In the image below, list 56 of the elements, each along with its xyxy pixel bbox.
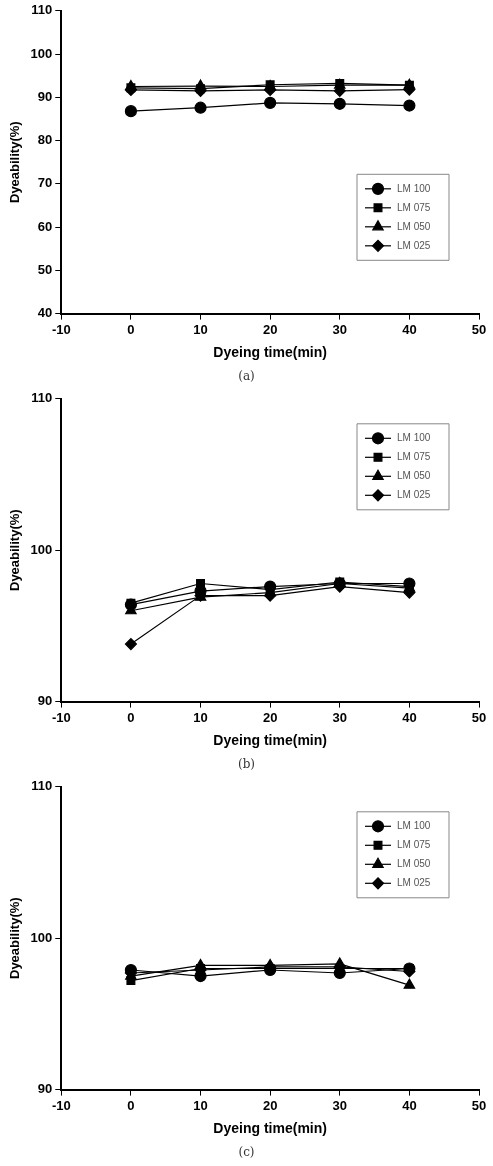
x-tick-label: 40 [402, 1097, 417, 1113]
x-axis-title: Dyeing time(min) [213, 732, 327, 749]
legend-label: LM 100 [397, 182, 431, 194]
legend-label: LM 050 [397, 858, 431, 870]
x-tick-label: 30 [332, 321, 347, 337]
text: (b) [236, 756, 256, 773]
x-tick-label: -10 [51, 1097, 71, 1113]
legend-label: LM 100 [397, 820, 431, 832]
x-tick-label: 30 [332, 709, 347, 725]
legend-label: LM 025 [397, 239, 431, 251]
y-tick-label: 110 [31, 2, 53, 18]
x-tick-label: 0 [127, 321, 135, 337]
y-tick-label: 100 [30, 541, 53, 557]
x-tick-label: 0 [127, 709, 135, 725]
legend-label: LM 075 [397, 839, 431, 851]
y-tick-label: 100 [30, 45, 53, 61]
x-axis-title: Dyeing time(min) [213, 344, 327, 361]
x-tick-label: 10 [193, 1097, 208, 1113]
legend-label: LM 025 [397, 489, 431, 501]
y-axis-title: Dyeability(%) [7, 121, 23, 204]
x-tick-label: -10 [51, 321, 71, 337]
y-tick-label: 90 [37, 693, 53, 709]
y-tick-label: 90 [37, 88, 53, 104]
legend-label: LM 050 [397, 220, 431, 232]
x-tick-label: 20 [262, 1097, 278, 1113]
x-tick-label: 50 [471, 321, 487, 337]
y-tick-label: 60 [37, 218, 53, 234]
x-tick-label: 40 [402, 709, 417, 725]
y-tick-label: 70 [37, 175, 53, 191]
y-tick-label: 110 [31, 390, 53, 406]
x-axis-title: Dyeing time(min) [213, 1120, 327, 1137]
y-axis-title: Dyeability(%) [7, 897, 23, 980]
y-tick-label: 100 [30, 929, 53, 945]
legend-label: LM 100 [397, 432, 431, 444]
x-tick-label: 50 [471, 1097, 487, 1113]
x-tick-label: 20 [262, 321, 278, 337]
x-tick-label: -10 [51, 709, 71, 725]
x-tick-label: 20 [262, 709, 278, 725]
y-tick-label: 50 [37, 261, 53, 277]
y-tick-label: 80 [37, 132, 53, 148]
text: (a) [237, 368, 256, 385]
x-tick-label: 10 [193, 321, 208, 337]
x-tick-label: 0 [127, 1097, 135, 1113]
legend-label: LM 075 [397, 201, 431, 213]
y-tick-label: 90 [37, 1081, 53, 1097]
text: (c) [237, 1144, 256, 1161]
x-tick-label: 10 [193, 709, 208, 725]
y-tick-label: 110 [31, 778, 53, 794]
legend-label: LM 025 [397, 877, 431, 889]
y-axis-title: Dyeability(%) [7, 509, 23, 592]
y-tick-label: 40 [37, 305, 53, 321]
x-tick-label: 40 [402, 321, 417, 337]
legend-label: LM 075 [397, 451, 431, 463]
legend-label: LM 050 [397, 470, 431, 482]
x-tick-label: 50 [471, 709, 487, 725]
x-tick-label: 30 [332, 1097, 347, 1113]
